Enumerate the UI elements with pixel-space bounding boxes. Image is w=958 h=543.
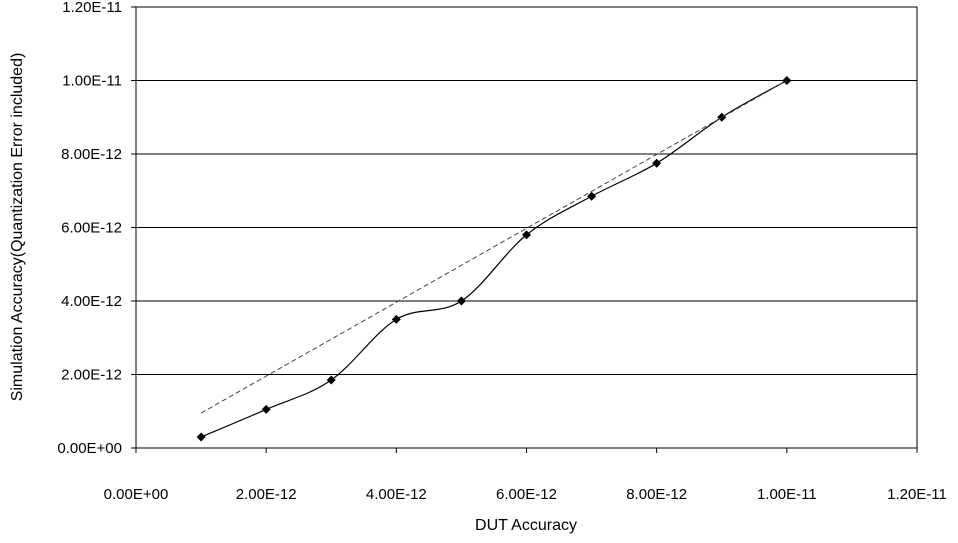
reference-line (200, 80, 788, 414)
y-tick-label: 1.20E-11 (62, 0, 122, 16)
x-axis-title: DUT Accuracy (475, 517, 577, 534)
data-point-marker (782, 76, 792, 85)
data-point-marker (717, 112, 727, 122)
x-axis-ticks: 0.00E+00 2.00E-12 4.00E-12 6.00E-12 8.00E-12… (104, 448, 947, 503)
y-tick-label: 6.00E-12 (61, 220, 122, 237)
data-point-marker (522, 230, 531, 240)
data-point-marker (261, 404, 271, 414)
x-tick-label: 4.00E-12 (366, 486, 427, 503)
y-tick-label: 8.00E-12 (61, 146, 122, 163)
data-point-marker (391, 314, 401, 324)
x-tick-label: 0.00E+00 (104, 486, 169, 503)
data-point-marker (587, 191, 597, 201)
y-axis-ticks: 0.00E+00 2.00E-12 4.00E-12 6.00E-12 8.00E-12… (57, 0, 136, 457)
data-point-marker (652, 158, 662, 168)
x-tick-label: 8.00E-12 (626, 486, 687, 503)
data-point-marker (196, 432, 206, 442)
y-tick-label: 0.00E+00 (57, 440, 122, 457)
y-tick-label: 1.00E-11 (62, 73, 122, 90)
gridlines (136, 80, 917, 375)
y-axis-title: Simulation Accuracy(Quantization Error i… (9, 53, 26, 402)
data-point-marker (456, 296, 466, 306)
series-line (200, 79, 788, 438)
x-tick-label: 2.00E-12 (236, 486, 297, 503)
x-tick-label: 6.00E-12 (496, 486, 557, 503)
y-tick-label: 4.00E-12 (61, 293, 122, 310)
x-tick-label: 1.00E-11 (757, 486, 817, 503)
data-point-marker (326, 375, 336, 385)
series-layer (196, 76, 792, 442)
x-tick-label: 1.20E-11 (887, 486, 947, 503)
y-tick-label: 2.00E-12 (61, 367, 122, 384)
